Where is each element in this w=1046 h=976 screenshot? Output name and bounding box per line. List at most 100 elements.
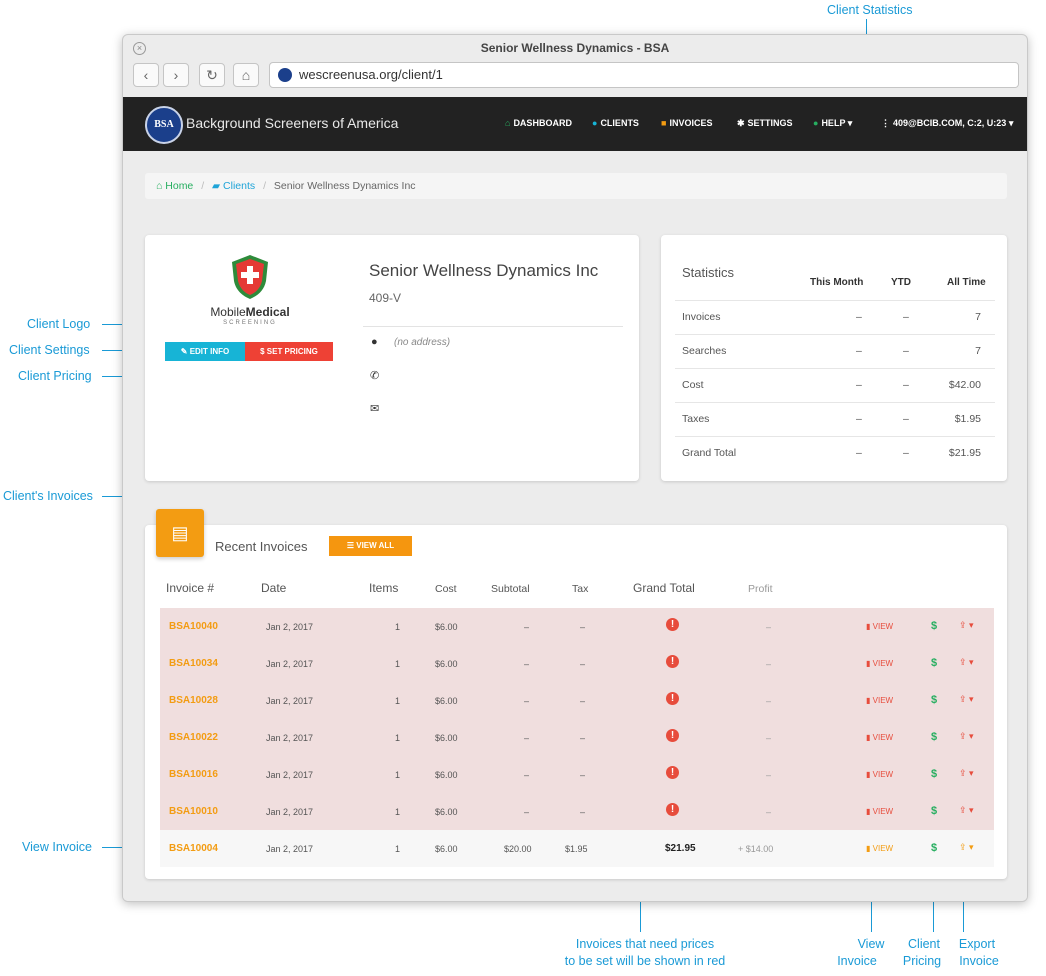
col-subtotal: Subtotal: [491, 583, 530, 595]
view-invoice-link[interactable]: ▮ VIEW: [866, 770, 894, 779]
user-icon: ●: [592, 118, 598, 128]
annotation-bottom-pricing-2: Pricing: [902, 954, 942, 968]
nav-help[interactable]: ● HELP ▾: [813, 118, 853, 128]
alert-icon: !: [666, 803, 679, 816]
nav-invoices[interactable]: ■ INVOICES: [661, 118, 713, 128]
kebab-icon: ⋮: [881, 118, 890, 128]
stat-row: Cost – – $42.00: [675, 368, 995, 403]
client-pricing-icon[interactable]: $: [931, 731, 938, 743]
back-button[interactable]: ‹: [133, 63, 159, 87]
client-pricing-icon[interactable]: $: [931, 694, 938, 706]
home-icon: ⌂: [156, 180, 163, 192]
client-pricing-icon[interactable]: $: [931, 657, 938, 669]
col-date: Date: [261, 581, 287, 595]
view-all-button[interactable]: ☰ VIEW ALL: [329, 536, 412, 556]
statistics-card: Statistics This Month YTD All Time Invoi…: [661, 235, 1007, 481]
brand-name[interactable]: Background Screeners of America: [186, 115, 399, 131]
breadcrumb-clients[interactable]: ▰ Clients: [212, 180, 256, 192]
alert-icon: !: [666, 729, 679, 742]
export-icon[interactable]: ⇪ ▾: [959, 805, 974, 815]
client-logo-text: MobileMedical: [210, 305, 290, 319]
stat-row: Grand Total – – $21.95: [675, 436, 995, 471]
invoices-title: Recent Invoices: [215, 539, 308, 554]
set-pricing-button[interactable]: $ SET PRICING: [245, 342, 333, 361]
view-invoice-link[interactable]: ▮ VIEW: [866, 622, 894, 631]
list-icon: ☰: [346, 541, 354, 550]
forward-button[interactable]: ›: [163, 63, 189, 87]
col-cost: Cost: [435, 583, 457, 595]
table-row[interactable]: BSA10004 Jan 2, 2017 1 $6.00 $20.00 $1.9…: [160, 830, 994, 867]
table-row[interactable]: BSA10010 Jan 2, 2017 1 $6.00 – – ! – ▮ V…: [160, 793, 994, 831]
export-icon[interactable]: ⇪ ▾: [959, 657, 974, 667]
reload-button[interactable]: ↻: [199, 63, 225, 87]
table-row[interactable]: BSA10040 Jan 2, 2017 1 $6.00 – – ! – ▮ V…: [160, 608, 994, 646]
annotation-bottom-export-1: Export: [958, 937, 996, 951]
col-tax: Tax: [572, 583, 589, 595]
client-name: Senior Wellness Dynamics Inc: [369, 261, 599, 280]
url-text: wescreenusa.org/client/1: [299, 67, 443, 82]
nav-dashboard[interactable]: ⌂ DASHBOARD: [505, 118, 572, 128]
table-row[interactable]: BSA10022 Jan 2, 2017 1 $6.00 – – ! – ▮ V…: [160, 719, 994, 757]
client-pricing-icon[interactable]: $: [931, 620, 938, 632]
client-pricing-icon[interactable]: $: [931, 805, 938, 817]
export-icon[interactable]: ⇪ ▾: [959, 620, 974, 630]
nav-account[interactable]: ⋮ 409@BCIB.COM, C:2, U:23 ▾: [881, 118, 1014, 128]
bsa-logo[interactable]: BSA: [145, 106, 183, 144]
annotation-red-note-1: Invoices that need prices: [575, 937, 715, 951]
col-grand-total: Grand Total: [633, 581, 695, 595]
breadcrumb-home[interactable]: ⌂ Home: [156, 180, 194, 192]
site-favicon-icon: [278, 68, 292, 82]
view-invoice-link[interactable]: ▮ VIEW: [866, 733, 894, 742]
client-pricing-icon[interactable]: $: [931, 768, 938, 780]
annotation-client-settings: Client Settings: [9, 343, 90, 357]
stat-row: Invoices – – 7: [675, 300, 995, 335]
view-invoice-link[interactable]: ▮ VIEW: [866, 696, 894, 705]
annotation-client-logo: Client Logo: [27, 317, 91, 331]
browser-window: Senior Wellness Dynamics - BSA × ‹ › ↻ ⌂…: [122, 34, 1028, 902]
annotation-client-statistics: Client Statistics: [827, 3, 913, 17]
gear-icon: ✱: [737, 118, 745, 128]
alert-icon: !: [666, 766, 679, 779]
breadcrumb: ⌂ Home / ▰ Clients / Senior Wellness Dyn…: [145, 173, 1007, 199]
col-items: Items: [369, 581, 399, 595]
annotation-bottom-view-1: View: [857, 937, 885, 951]
table-row[interactable]: BSA10028 Jan 2, 2017 1 $6.00 – – ! – ▮ V…: [160, 682, 994, 720]
client-logo-subtext: SCREENING: [223, 320, 277, 326]
home-button[interactable]: ⌂: [233, 63, 259, 87]
table-row[interactable]: BSA10016 Jan 2, 2017 1 $6.00 – – ! – ▮ V…: [160, 756, 994, 794]
invoices-card: ▤ Recent Invoices ☰ VIEW ALL Invoice # D…: [145, 509, 1007, 879]
file-icon: ▮: [866, 659, 871, 668]
close-icon[interactable]: ×: [133, 42, 146, 55]
edit-info-button[interactable]: ✎ EDIT INFO: [165, 342, 245, 361]
stat-col-all: All Time: [947, 277, 986, 288]
view-invoice-link[interactable]: ▮ VIEW: [866, 844, 894, 853]
export-icon[interactable]: ⇪ ▾: [959, 768, 974, 778]
grand-total-value: $21.95: [665, 843, 696, 854]
url-bar[interactable]: wescreenusa.org/client/1: [269, 62, 1019, 88]
view-invoice-link[interactable]: ▮ VIEW: [866, 659, 894, 668]
file-icon: ▮: [866, 807, 871, 816]
export-icon[interactable]: ⇪ ▾: [959, 842, 974, 852]
view-invoice-link[interactable]: ▮ VIEW: [866, 807, 894, 816]
stat-col-ytd: YTD: [891, 277, 911, 288]
alert-icon: !: [666, 692, 679, 705]
stat-col-month: This Month: [810, 277, 864, 288]
col-invoice-number: Invoice #: [166, 581, 215, 595]
main-content: ⌂ Home / ▰ Clients / Senior Wellness Dyn…: [123, 151, 1027, 901]
export-icon[interactable]: ⇪ ▾: [959, 694, 974, 704]
file-icon: ▮: [866, 770, 871, 779]
stat-row: Taxes – – $1.95: [675, 402, 995, 437]
client-pricing-icon[interactable]: $: [931, 842, 938, 854]
nav-clients[interactable]: ● CLIENTS: [592, 118, 639, 128]
client-code: 409-V: [369, 291, 402, 305]
phone-icon: ✆: [370, 370, 380, 382]
export-icon[interactable]: ⇪ ▾: [959, 731, 974, 741]
file-icon: ▮: [866, 733, 871, 742]
annotation-bottom-pricing-1: Client: [908, 937, 940, 951]
alert-icon: !: [666, 655, 679, 668]
edit-icon: ✎: [180, 347, 188, 356]
table-row[interactable]: BSA10034 Jan 2, 2017 1 $6.00 – – ! – ▮ V…: [160, 645, 994, 683]
file-icon: ▮: [866, 696, 871, 705]
nav-settings[interactable]: ✱ SETTINGS: [737, 118, 793, 128]
help-icon: ●: [813, 118, 819, 128]
